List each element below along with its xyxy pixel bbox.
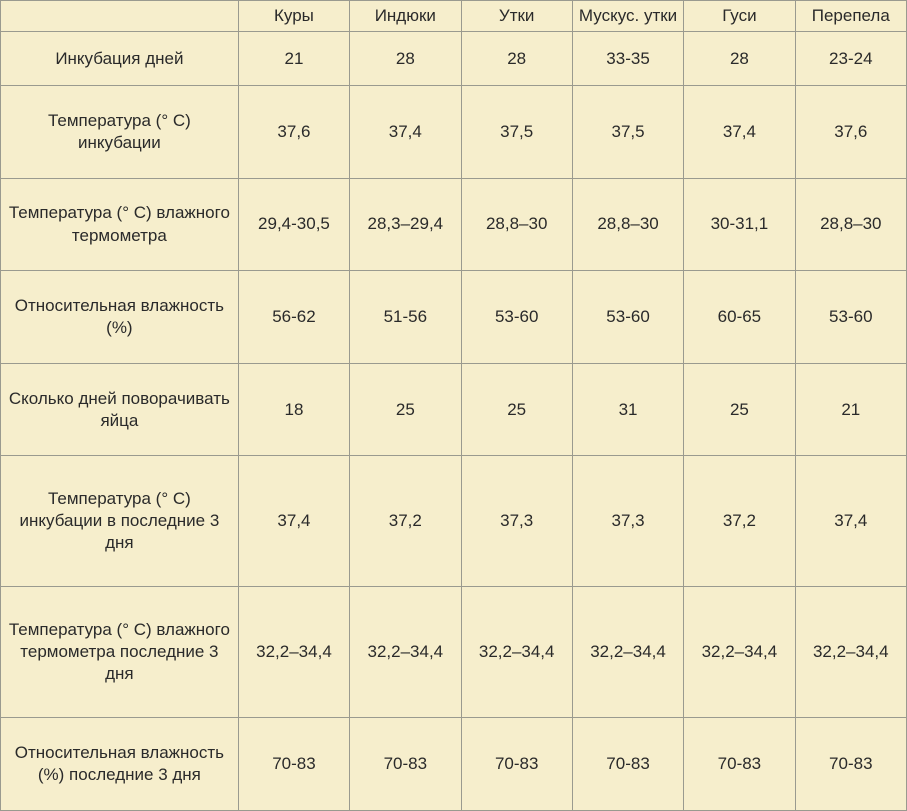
cell: 25	[684, 363, 795, 456]
cell: 53-60	[795, 271, 906, 364]
cell: 70-83	[684, 718, 795, 811]
col-header-muscovy: Мускус. утки	[572, 1, 683, 32]
cell: 32,2–34,4	[238, 587, 349, 718]
cell: 32,2–34,4	[795, 587, 906, 718]
cell: 32,2–34,4	[350, 587, 461, 718]
cell: 30-31,1	[684, 178, 795, 271]
table-row: Сколько дней поворачивать яйца 18 25 25 …	[1, 363, 907, 456]
col-header-quail: Перепела	[795, 1, 906, 32]
cell: 28	[350, 32, 461, 86]
cell: 32,2–34,4	[684, 587, 795, 718]
row-label: Температура (° C) влажного термометра	[1, 178, 239, 271]
row-label: Температура (° C) инкубации	[1, 86, 239, 179]
cell: 37,4	[238, 456, 349, 587]
table-row: Относительная влажность (%) 56-62 51-56 …	[1, 271, 907, 364]
cell: 37,3	[461, 456, 572, 587]
cell: 37,6	[238, 86, 349, 179]
cell: 32,2–34,4	[461, 587, 572, 718]
row-label: Сколько дней поворачивать яйца	[1, 363, 239, 456]
cell: 25	[461, 363, 572, 456]
row-label: Температура (° C) инкубации в последние …	[1, 456, 239, 587]
header-row: Куры Индюки Утки Мускус. утки Гуси Переп…	[1, 1, 907, 32]
cell: 37,2	[684, 456, 795, 587]
cell: 28,8–30	[572, 178, 683, 271]
cell: 56-62	[238, 271, 349, 364]
col-header-empty	[1, 1, 239, 32]
cell: 18	[238, 363, 349, 456]
cell: 37,5	[461, 86, 572, 179]
cell: 25	[350, 363, 461, 456]
cell: 53-60	[461, 271, 572, 364]
cell: 23-24	[795, 32, 906, 86]
cell: 29,4-30,5	[238, 178, 349, 271]
col-header-geese: Гуси	[684, 1, 795, 32]
cell: 31	[572, 363, 683, 456]
cell: 37,4	[795, 456, 906, 587]
table-row: Инкубация дней 21 28 28 33-35 28 23-24	[1, 32, 907, 86]
cell: 37,4	[350, 86, 461, 179]
cell: 28	[684, 32, 795, 86]
cell: 70-83	[461, 718, 572, 811]
cell: 70-83	[795, 718, 906, 811]
cell: 28	[461, 32, 572, 86]
table-row: Температура (° C) влажного термометра по…	[1, 587, 907, 718]
cell: 33-35	[572, 32, 683, 86]
cell: 51-56	[350, 271, 461, 364]
cell: 70-83	[350, 718, 461, 811]
cell: 21	[795, 363, 906, 456]
row-label: Температура (° C) влажного термометра по…	[1, 587, 239, 718]
cell: 21	[238, 32, 349, 86]
col-header-ducks: Утки	[461, 1, 572, 32]
cell: 37,3	[572, 456, 683, 587]
cell: 32,2–34,4	[572, 587, 683, 718]
col-header-chickens: Куры	[238, 1, 349, 32]
cell: 28,8–30	[461, 178, 572, 271]
cell: 70-83	[572, 718, 683, 811]
cell: 37,6	[795, 86, 906, 179]
cell: 70-83	[238, 718, 349, 811]
table-row: Относительная влажность (%) последние 3 …	[1, 718, 907, 811]
cell: 37,2	[350, 456, 461, 587]
cell: 28,8–30	[795, 178, 906, 271]
row-label: Инкубация дней	[1, 32, 239, 86]
table-row: Температура (° C) инкубации 37,6 37,4 37…	[1, 86, 907, 179]
cell: 28,3–29,4	[350, 178, 461, 271]
table-row: Температура (° C) инкубации в последние …	[1, 456, 907, 587]
cell: 60-65	[684, 271, 795, 364]
row-label: Относительная влажность (%) последние 3 …	[1, 718, 239, 811]
col-header-turkeys: Индюки	[350, 1, 461, 32]
cell: 37,4	[684, 86, 795, 179]
incubation-table: Куры Индюки Утки Мускус. утки Гуси Переп…	[0, 0, 907, 811]
cell: 53-60	[572, 271, 683, 364]
table-row: Температура (° C) влажного термометра 29…	[1, 178, 907, 271]
cell: 37,5	[572, 86, 683, 179]
row-label: Относительная влажность (%)	[1, 271, 239, 364]
